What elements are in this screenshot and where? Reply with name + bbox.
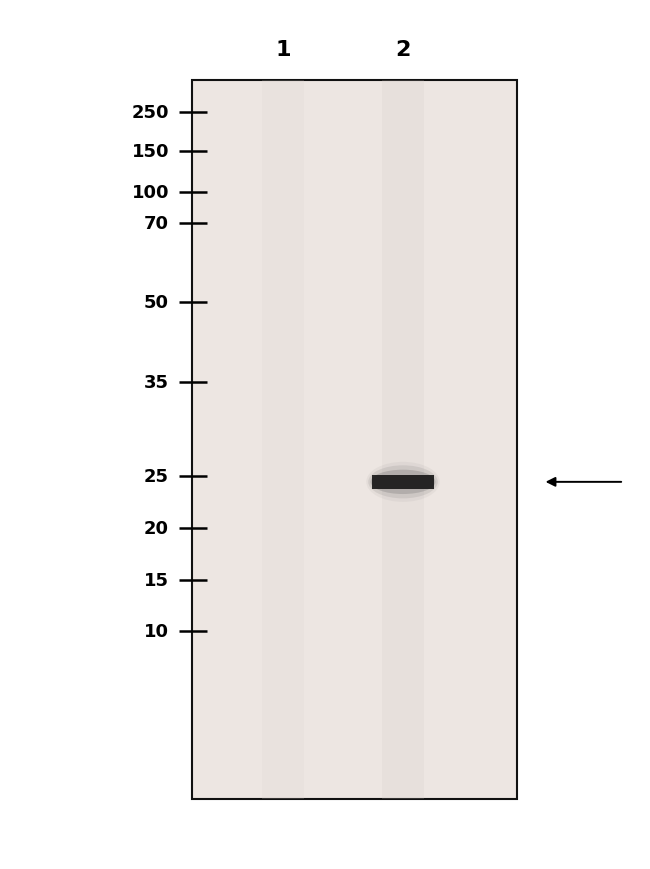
Text: 20: 20	[144, 520, 169, 537]
Bar	[382, 81, 424, 799]
Bar	[261, 81, 304, 799]
Bar	[372, 475, 434, 489]
Text: 100: 100	[131, 184, 169, 202]
Text: 10: 10	[144, 622, 169, 640]
Text: 35: 35	[144, 374, 169, 391]
Text: 50: 50	[144, 294, 169, 311]
Text: 250: 250	[131, 104, 169, 122]
Ellipse shape	[367, 462, 439, 502]
Text: 1: 1	[275, 41, 291, 60]
Text: 150: 150	[131, 143, 169, 161]
Text: 25: 25	[144, 468, 169, 485]
Bar	[192, 81, 517, 799]
Ellipse shape	[368, 466, 438, 499]
Text: 15: 15	[144, 572, 169, 589]
Text: 2: 2	[395, 41, 411, 60]
Ellipse shape	[370, 470, 436, 494]
Text: 70: 70	[144, 216, 169, 233]
